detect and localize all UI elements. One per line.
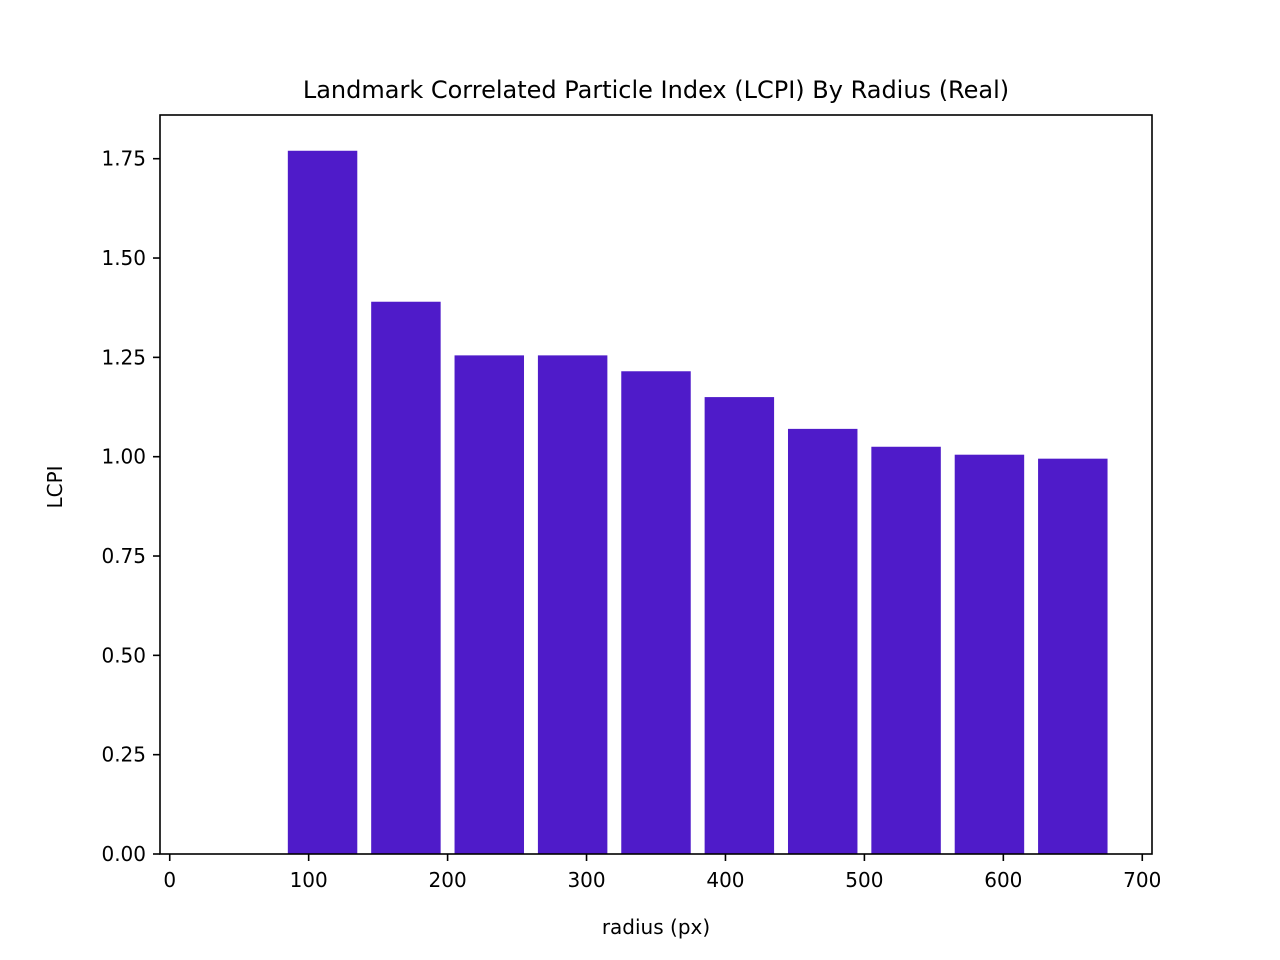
x-tick-label: 500: [845, 868, 883, 892]
y-tick-label: 0.00: [101, 842, 146, 866]
y-tick-label: 1.50: [101, 246, 146, 270]
bar-470: [787, 428, 858, 854]
bar-590: [954, 454, 1025, 854]
y-axis-ticks: 0.00 0.25 0.50 0.75 1.00 1.25 1.50 1.75: [101, 147, 160, 866]
bar-650: [1038, 458, 1108, 854]
bar-290: [537, 355, 608, 854]
bar-410: [704, 397, 775, 854]
x-axis-label: radius (px): [602, 915, 710, 939]
x-tick-label: 700: [1123, 868, 1161, 892]
y-tick-label: 0.25: [101, 743, 146, 767]
chart-title: Landmark Correlated Particle Index (LCPI…: [303, 76, 1009, 104]
bar-230: [454, 355, 525, 854]
bar-170: [371, 301, 441, 854]
bars-group: [287, 150, 1108, 855]
x-axis-ticks: 0 100 200 300 400 500 600 700: [163, 854, 1161, 892]
y-tick-label: 0.50: [101, 643, 146, 667]
plot-frame: [159, 114, 1153, 855]
x-tick-label: 400: [706, 868, 744, 892]
x-tick-label: 100: [290, 868, 328, 892]
y-tick-label: 1.00: [101, 445, 146, 469]
y-tick-label: 1.75: [101, 147, 146, 171]
x-tick-label: 200: [429, 868, 467, 892]
y-tick-label: 1.25: [101, 345, 146, 369]
bar-110: [287, 150, 358, 855]
x-tick-label: 600: [984, 868, 1022, 892]
bar-350: [621, 371, 691, 854]
bar-530: [871, 446, 941, 854]
x-tick-label: 300: [567, 868, 605, 892]
x-tick-label: 0: [163, 868, 176, 892]
y-tick-label: 0.75: [101, 544, 146, 568]
y-axis-label: LCPI: [43, 465, 67, 508]
